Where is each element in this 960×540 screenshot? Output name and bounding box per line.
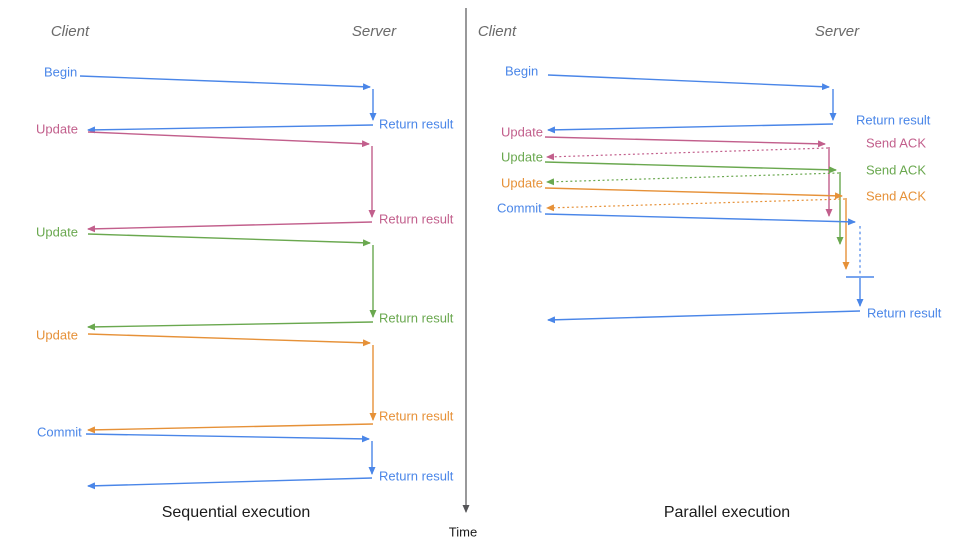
- update2-label: Update: [501, 149, 543, 164]
- server-header: Server: [352, 23, 397, 40]
- commit-return: [87, 477, 373, 490]
- update1-label: Update: [501, 124, 543, 139]
- update1-label: Update: [36, 121, 78, 136]
- update3-label: Update: [501, 175, 543, 190]
- update2-ack: [546, 172, 840, 186]
- panel-sequential: Client Server Begin Update Update Update Commi…: [36, 23, 454, 490]
- return5-label: Return result: [379, 468, 454, 483]
- sequential-caption: Sequential execution: [162, 504, 311, 521]
- begin-request: [547, 74, 830, 91]
- commit-return: [547, 310, 861, 324]
- update2-label: Update: [36, 224, 78, 239]
- commit-request: [85, 433, 370, 443]
- return-bottom-label: Return result: [867, 305, 942, 320]
- parallel-caption: Parallel execution: [664, 504, 790, 521]
- update2-request: [87, 233, 371, 247]
- update3-ack: [546, 198, 846, 212]
- commit-request: [544, 213, 856, 226]
- client-header: Client: [51, 23, 90, 40]
- server-header: Server: [815, 23, 860, 40]
- commit-label: Commit: [37, 424, 82, 439]
- send-ack3-label: Send ACK: [866, 188, 926, 203]
- send-ack2-label: Send ACK: [866, 162, 926, 177]
- return1-label: Return result: [379, 116, 454, 131]
- update1-ack: [546, 147, 829, 161]
- begin-label: Begin: [44, 64, 77, 79]
- begin-return: [547, 123, 834, 134]
- commit-label: Commit: [497, 200, 542, 215]
- send-ack1-label: Send ACK: [866, 135, 926, 150]
- update1-return: [87, 221, 373, 233]
- update1-request: [87, 131, 370, 148]
- update2-return: [87, 321, 374, 331]
- update3-return: [87, 423, 374, 434]
- update1-request: [544, 136, 826, 148]
- return4-label: Return result: [379, 408, 454, 423]
- time-axis-label: Time: [449, 524, 477, 539]
- update3-request: [87, 333, 371, 347]
- update2-request: [544, 161, 837, 174]
- return3-label: Return result: [379, 310, 454, 325]
- begin-return: [87, 124, 374, 134]
- update3-request: [544, 187, 843, 200]
- update3-label: Update: [36, 327, 78, 342]
- return2-label: Return result: [379, 211, 454, 226]
- client-header: Client: [478, 23, 517, 40]
- panel-parallel: Client Server Begin Update Update Update Commi…: [478, 23, 942, 324]
- begin-label: Begin: [505, 63, 538, 78]
- time-axis: Time: [449, 8, 477, 539]
- begin-request: [79, 75, 371, 91]
- return-top-label: Return result: [856, 112, 931, 127]
